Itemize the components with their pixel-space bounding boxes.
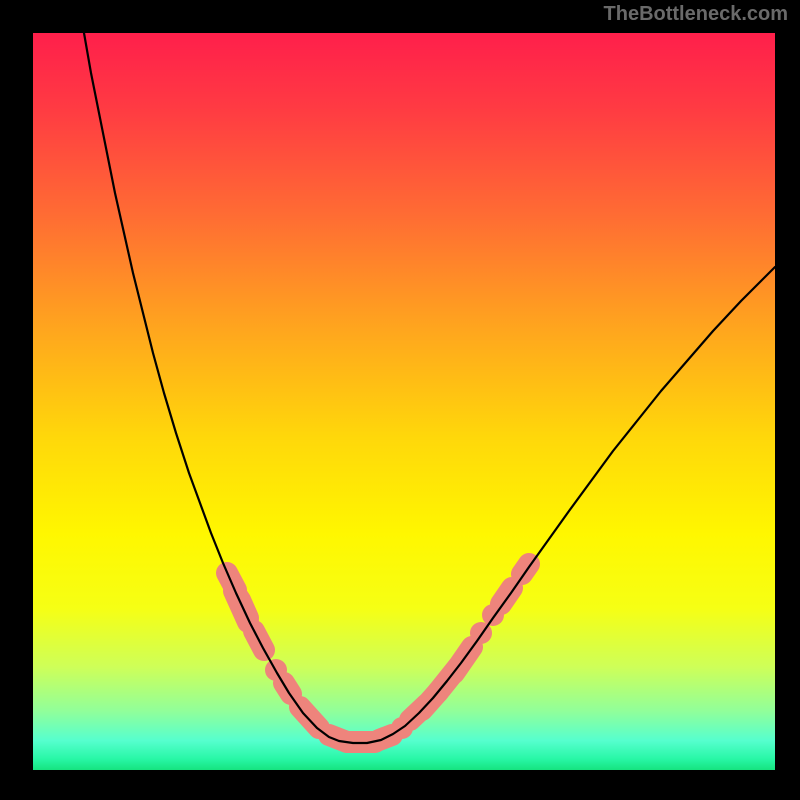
frame-bottom bbox=[0, 770, 800, 800]
chart-svg bbox=[33, 33, 775, 770]
frame-left bbox=[0, 0, 33, 800]
watermark-text: TheBottleneck.com bbox=[604, 3, 788, 26]
plot-area bbox=[33, 33, 775, 770]
frame-right bbox=[775, 0, 800, 800]
gradient-background bbox=[33, 33, 775, 770]
